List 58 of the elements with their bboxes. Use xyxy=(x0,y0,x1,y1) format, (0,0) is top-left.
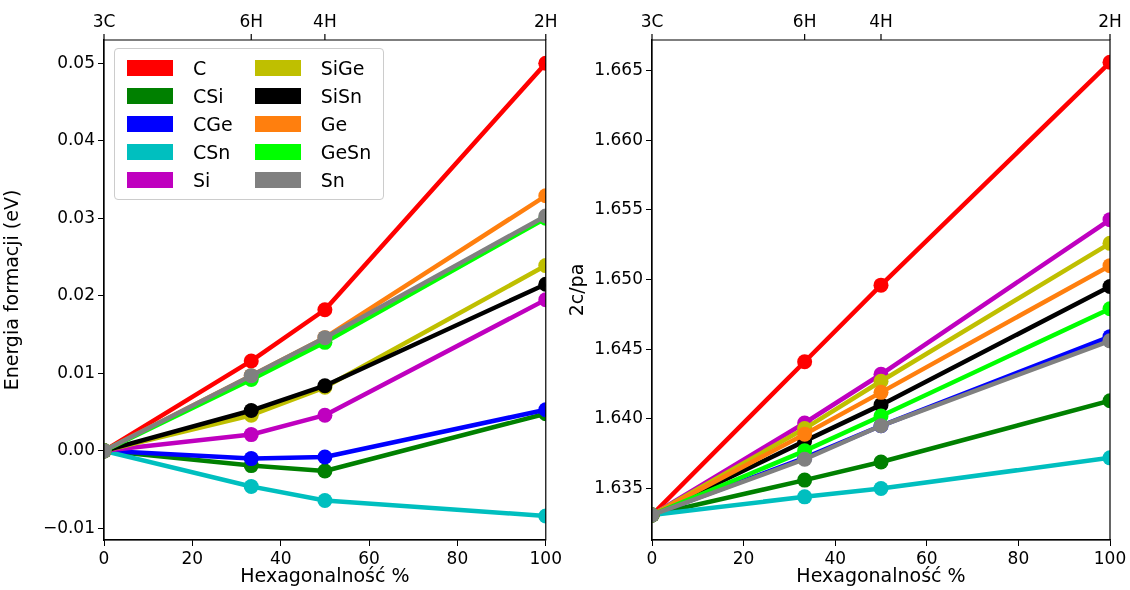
y-tick-label: 1.645 xyxy=(594,337,643,358)
legend-label: CSi xyxy=(193,85,224,107)
y-tick-label: 0.02 xyxy=(57,284,95,305)
y-tick-label: −0.01 xyxy=(42,516,95,537)
x-tick-label: 20 xyxy=(732,547,755,568)
legend-label: CGe xyxy=(193,113,233,135)
y-tick-label: 1.635 xyxy=(594,476,643,497)
text: 2H xyxy=(533,10,558,31)
y-tick-label: 1.665 xyxy=(594,59,643,80)
text: 2H xyxy=(1098,10,1122,31)
text: 6H xyxy=(792,10,817,31)
point xyxy=(317,449,333,465)
point xyxy=(317,407,333,423)
point xyxy=(797,472,813,488)
point xyxy=(243,451,259,467)
point xyxy=(317,492,333,508)
point xyxy=(317,302,333,318)
y-tick-label: 0.03 xyxy=(57,206,95,227)
point xyxy=(243,427,259,443)
text: 3C xyxy=(92,10,116,31)
y-tick-label: 0.04 xyxy=(57,129,95,150)
y-axis-title: Energia formacji (eV) xyxy=(0,189,23,391)
point xyxy=(797,354,813,370)
x-tick-label: 80 xyxy=(1007,547,1030,568)
y-tick-label: 1.650 xyxy=(594,267,643,288)
legend-label: GeSn xyxy=(320,141,372,163)
legend-label: C xyxy=(193,57,207,79)
point xyxy=(797,489,813,505)
legend-label: Si xyxy=(193,169,211,191)
legend-label: Sn xyxy=(320,169,345,191)
y-tick-label: 1.660 xyxy=(594,128,643,149)
x-tick-label: 80 xyxy=(446,547,469,568)
point xyxy=(243,403,259,419)
x-tick-label: 0 xyxy=(646,547,658,568)
legend-label: Ge xyxy=(320,113,348,135)
text: 4H xyxy=(869,10,893,31)
y-tick-label: 0.01 xyxy=(57,361,95,382)
point xyxy=(243,479,259,495)
x-tick-label: 100 xyxy=(1093,547,1127,568)
point xyxy=(873,454,889,470)
x-tick-label: 20 xyxy=(181,547,204,568)
y-tick-label: 1.640 xyxy=(594,407,643,428)
point xyxy=(873,277,889,293)
y-tick-label: 1.655 xyxy=(594,198,643,219)
text: 3C xyxy=(640,10,664,31)
point xyxy=(317,463,333,479)
legend-label: CSn xyxy=(193,141,231,163)
legend-label: SiSn xyxy=(320,85,363,107)
legend-label: SiGe xyxy=(320,57,365,79)
text: 4H xyxy=(313,10,337,31)
x-tick-label: 0 xyxy=(98,547,110,568)
point xyxy=(873,480,889,496)
y-tick-label: 0.00 xyxy=(57,439,95,460)
y-axis-title: 2c/pa xyxy=(565,263,588,317)
x-tick-label: 100 xyxy=(529,547,562,568)
point xyxy=(243,353,259,369)
y-tick-label: 0.05 xyxy=(57,51,95,72)
text: 6H xyxy=(239,10,264,31)
